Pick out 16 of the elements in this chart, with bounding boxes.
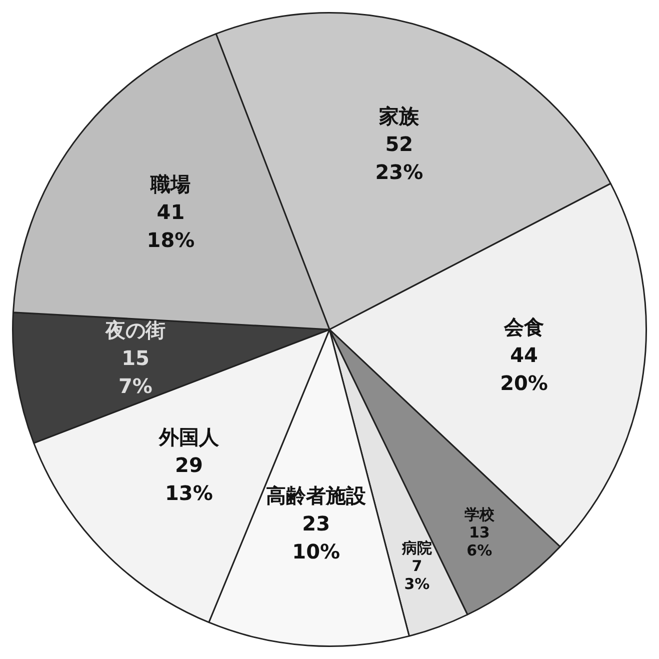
slice-label: 職場: [150, 172, 191, 196]
slice-label: 夜の街: [104, 318, 166, 342]
data-label: 52 23%: [375, 132, 424, 184]
data-label: 41 18%: [146, 200, 195, 252]
slice-label: 学校: [464, 506, 496, 524]
data-label: 7 3%: [404, 557, 430, 594]
slice-label: 会食: [503, 314, 544, 339]
data-label: 44 20%: [500, 342, 548, 395]
slice-label: 病院: [400, 539, 432, 558]
slice-label: 外国人: [158, 424, 220, 449]
slice-label: 高齢者施設: [266, 484, 368, 508]
data-label: 29 13%: [165, 452, 213, 505]
slice-label: 家族: [378, 104, 420, 128]
data-label: 13 6%: [466, 524, 492, 560]
data-label: 23 10%: [292, 512, 340, 564]
data-label: 15 7%: [118, 346, 152, 398]
